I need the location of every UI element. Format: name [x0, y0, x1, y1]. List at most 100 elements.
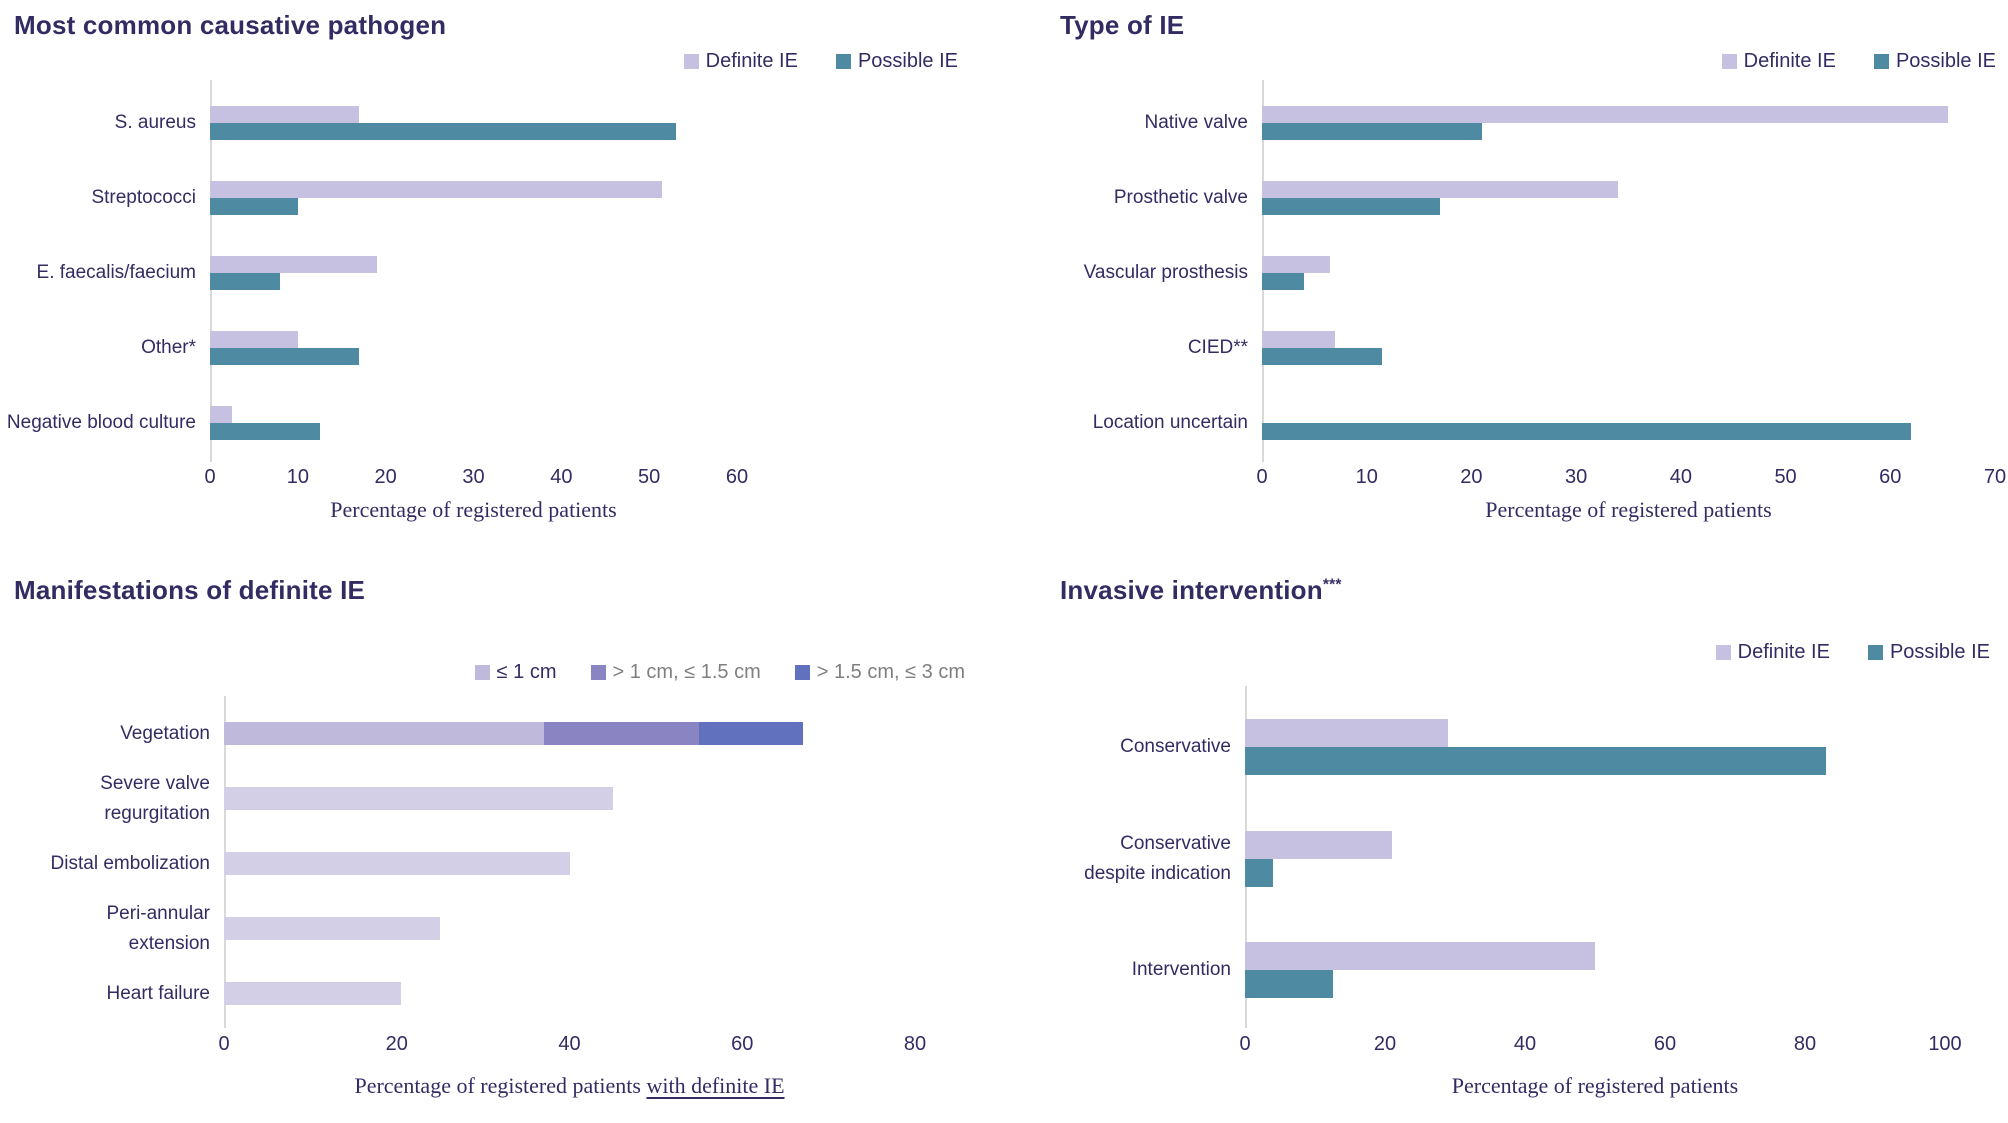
bar-segment: [210, 330, 298, 348]
bar-row: S. aureus: [0, 85, 1004, 160]
x-tick-label: 30: [462, 466, 485, 488]
bar-zone: [1262, 330, 1995, 365]
bar-segment: [1245, 746, 1826, 775]
plot-area: S. aureus Streptococci E. faecalis/faecium…: [0, 80, 1004, 462]
bar-zone: [224, 852, 915, 875]
bar: [210, 422, 737, 440]
x-tick-label: 60: [1653, 1033, 1677, 1055]
bar-zone: [1262, 255, 1995, 290]
legend: Definite IE Possible IE: [683, 50, 958, 73]
bar: [1262, 180, 1995, 198]
x-tick-label: 20: [385, 1033, 408, 1055]
bar-row: Intervention: [1004, 914, 2008, 1026]
category-label: Vascular prosthesis: [1083, 261, 1248, 283]
bar-segment: [224, 722, 544, 745]
category-label: Negative blood culture: [6, 411, 196, 433]
bar: [1245, 858, 1945, 887]
category-label: Heart failure: [106, 982, 211, 1004]
x-tick-label: 20: [1373, 1033, 1397, 1055]
bar-segment: [210, 180, 663, 198]
bar-segment: [699, 722, 803, 745]
bar-zone: [1262, 105, 1995, 140]
chart-title-text: Most common causative pathogen: [14, 10, 447, 40]
category-label: Intervention: [1131, 959, 1231, 981]
bar: [1245, 970, 1945, 999]
legend-label: Possible IE: [1895, 50, 1996, 72]
bar: [210, 105, 737, 123]
bar-segment: [1262, 122, 1482, 140]
category-label: Native valve: [1144, 111, 1249, 133]
legend-item: Possible IE: [835, 50, 958, 73]
bar-row: Native valve: [1004, 85, 2008, 160]
bar-segment: [1245, 718, 1448, 747]
bar-zone: [1245, 830, 1945, 887]
bar-segment: [210, 255, 377, 273]
bar: [224, 787, 915, 810]
chart-invasive-intervention: Invasive intervention*** Definite IE Poss…: [1004, 561, 2008, 1123]
bar-row: Peri-annular extension: [0, 896, 1004, 961]
bar: [1245, 746, 1945, 775]
legend-item: ≤ 1 cm: [474, 661, 557, 684]
bar: [1262, 105, 1995, 123]
bar: [210, 122, 737, 140]
category-label: Other*: [141, 336, 196, 358]
bar: [224, 917, 915, 940]
bar: [210, 180, 737, 198]
bar-zone: [1245, 718, 1945, 775]
bar-row: Streptococci: [0, 160, 1004, 235]
legend-label: Possible IE: [1889, 641, 1990, 663]
x-tick-label: 60: [725, 466, 749, 488]
legend: ≤ 1 cm > 1 cm, ≤ 1.5 cm > 1.5 cm, ≤ 3 cm: [474, 661, 965, 684]
x-axis-title: Percentage of registered patients with d…: [224, 1073, 915, 1099]
x-tick-label: 0: [218, 1033, 230, 1055]
legend-item: > 1 cm, ≤ 1.5 cm: [590, 661, 761, 684]
bar: [1245, 942, 1945, 971]
x-axis-ticks: 0 20 40 60 80 100: [1239, 1033, 1961, 1059]
chart-causative-pathogen: Most common causative pathogen Definite …: [0, 0, 1004, 561]
legend-item: Definite IE: [1715, 641, 1830, 664]
bar-segment: [1262, 330, 1336, 348]
bar: [224, 852, 915, 875]
x-tick-label: 30: [1565, 466, 1588, 488]
bar: [1262, 406, 1995, 423]
category-label: Streptococci: [91, 186, 196, 208]
x-tick-label: 40: [1513, 1033, 1537, 1055]
bar-row: Location uncertain: [1004, 385, 2008, 460]
legend-label: Definite IE: [705, 50, 798, 72]
legend-item: > 1.5 cm, ≤ 3 cm: [794, 661, 965, 684]
x-tick-label: 50: [638, 466, 661, 488]
legend-swatch: [835, 54, 851, 69]
bar-row: E. faecalis/faecium: [0, 235, 1004, 310]
bar-row: Prosthetic valve: [1004, 160, 2008, 235]
bar-row: Conservative despite indication: [1004, 803, 2008, 915]
chart-title-text: Invasive intervention: [1060, 575, 1323, 605]
bar-segment: [210, 422, 320, 440]
x-axis-title: Percentage of registered patients: [1262, 497, 1995, 523]
bar: [224, 982, 915, 1005]
x-axis-title-text: Percentage of registered patients: [1485, 497, 1772, 522]
legend-label: > 1 cm, ≤ 1.5 cm: [612, 661, 761, 683]
plot-area: Conservative Conservative despite indicat…: [1004, 686, 2008, 1028]
legend-label: Possible IE: [857, 50, 958, 72]
bar-row: Severe valve regurgitation: [0, 766, 1004, 831]
x-axis-ticks: 0 20 40 60 80: [218, 1033, 926, 1059]
bar-segment: [224, 852, 570, 875]
legend-swatch: [1715, 645, 1731, 660]
x-tick-label: 70: [1983, 466, 2007, 488]
bar-segment: [543, 722, 700, 745]
legend-label: > 1.5 cm, ≤ 3 cm: [816, 661, 965, 683]
bar-segment: [224, 787, 613, 810]
bar-row: Conservative: [1004, 691, 2008, 803]
bar-row: Heart failure: [0, 961, 1004, 1026]
category-label: Conservative: [1120, 736, 1231, 758]
bar-zone: [224, 982, 915, 1005]
category-label: Distal embolization: [50, 852, 210, 874]
bar-zone: [210, 105, 737, 140]
chart-title-superscript: ***: [1322, 576, 1342, 594]
legend-swatch: [1867, 645, 1883, 660]
bar-zone: [224, 787, 915, 810]
bar-segment: [1262, 347, 1383, 365]
x-axis-ticks: 0 10 20 30 40 50 60 70: [1256, 466, 2006, 492]
category-label: Severe valve regurgitation: [100, 773, 210, 824]
